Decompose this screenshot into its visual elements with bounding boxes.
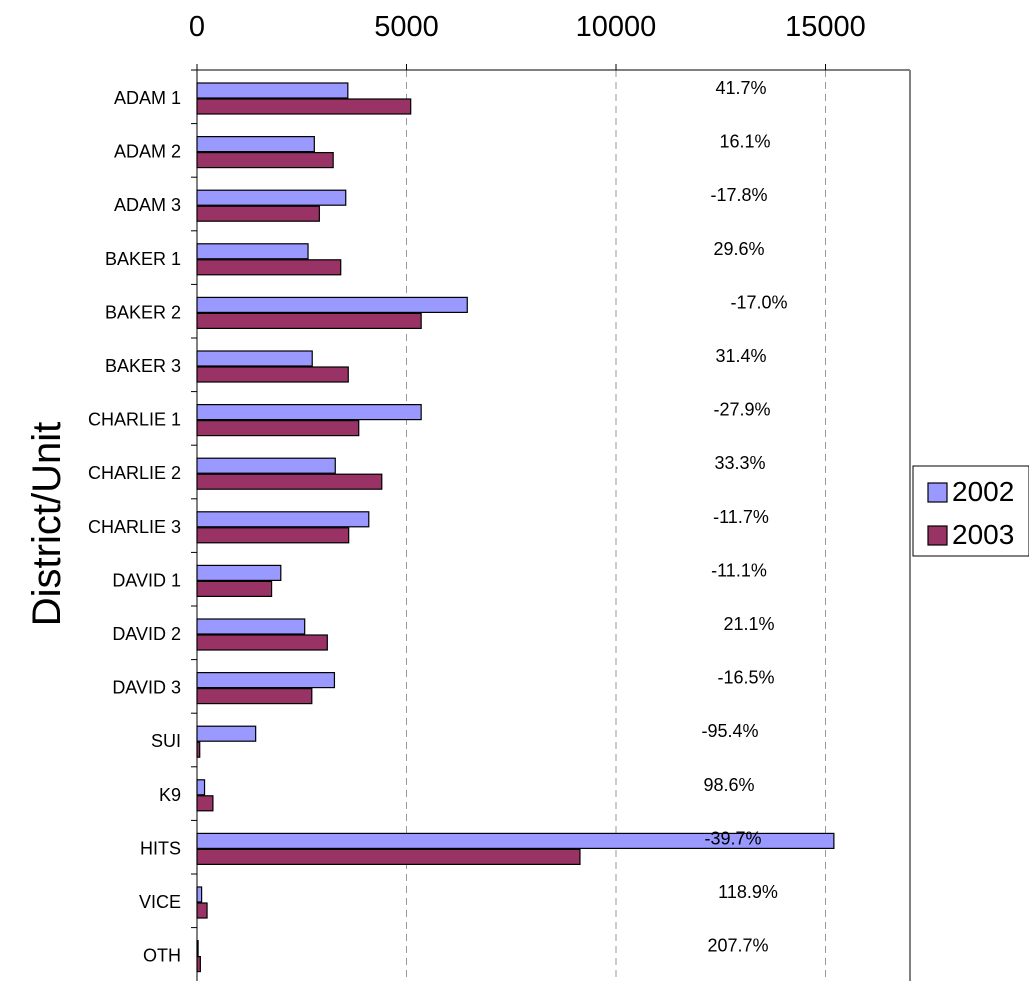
bar-2002-charlie-3	[196, 511, 370, 528]
category-label: DAVID 2	[112, 624, 181, 644]
x-tick-label: 10000	[576, 11, 657, 43]
bar-2002-adam-1	[196, 82, 349, 99]
bar-2002-david-3	[196, 671, 336, 689]
percent-change-label: 33.3%	[714, 453, 765, 473]
bar-2003-baker-1	[196, 259, 342, 276]
category-label: VICE	[139, 892, 181, 912]
bar-2002-charlie-1	[196, 404, 422, 421]
percent-change-label: -95.4%	[701, 721, 758, 741]
category-label: K9	[159, 785, 181, 805]
bar-2002-baker-3	[196, 350, 313, 367]
bar-2003-sui	[196, 741, 201, 758]
category-label: DAVID 3	[112, 678, 181, 698]
percent-change-label: 118.9%	[718, 882, 778, 902]
percent-change-label: 207.7%	[707, 936, 768, 956]
bar-2002-hits	[196, 832, 835, 850]
legend-swatch	[927, 482, 948, 503]
bar-2003-charlie-1	[196, 420, 360, 437]
bar-2003-k9	[196, 795, 214, 812]
bar-2003-oth	[196, 955, 201, 973]
category-label: ADAM 2	[114, 142, 181, 162]
percent-change-label: 98.6%	[703, 775, 754, 795]
bars	[196, 82, 835, 973]
legend: 2002 2003	[912, 465, 1029, 557]
category-label: HITS	[140, 838, 181, 858]
bar-2002-adam-2	[196, 136, 315, 153]
category-label: BAKER 3	[105, 356, 181, 376]
category-label: ADAM 1	[114, 88, 181, 108]
bar-2002-adam-3	[196, 189, 347, 206]
x-tick-label: 15000	[785, 11, 866, 43]
percent-change-label: 41.7%	[715, 78, 766, 98]
bar-2003-adam-2	[196, 152, 334, 169]
bar-2003-david-3	[196, 687, 313, 705]
bar-2003-charlie-3	[196, 527, 350, 544]
category-label: DAVID 1	[112, 570, 181, 590]
category-label: CHARLIE 2	[88, 463, 181, 483]
x-tick-label: 5000	[374, 11, 439, 43]
category-labels: ADAM 1 ADAM 2 ADAM 3 BAKER 1 BAKER 2 BAKER 3 C…	[88, 69, 197, 966]
percent-change-label: 31.4%	[715, 346, 766, 366]
legend-label: 2002	[952, 476, 1014, 507]
bar-2002-k9	[196, 779, 206, 796]
category-label: CHARLIE 1	[88, 410, 181, 430]
percent-change-label: -11.7%	[713, 507, 769, 527]
category-label: OTH	[143, 946, 181, 966]
bar-2003-adam-1	[196, 98, 412, 115]
bar-2002-baker-1	[196, 243, 309, 260]
category-label: BAKER 1	[105, 249, 181, 269]
percent-change-label: -16.5%	[717, 668, 774, 688]
percent-change-label: -17.8%	[710, 185, 767, 205]
bar-2003-david-2	[196, 634, 328, 651]
bar-2002-david-2	[196, 618, 306, 635]
percent-change-label: 21.1%	[723, 614, 774, 634]
legend-swatch	[927, 525, 948, 546]
category-label: BAKER 2	[105, 302, 181, 322]
bar-2003-david-1	[196, 580, 273, 598]
bar-2003-hits	[196, 848, 581, 866]
bar-2002-sui	[196, 725, 257, 742]
y-axis-title: District/Unit	[25, 422, 69, 626]
percent-change-label: -17.0%	[730, 292, 787, 312]
bar-2003-baker-2	[196, 312, 422, 329]
bar-2003-charlie-2	[196, 473, 383, 490]
legend-label: 2003	[952, 519, 1014, 550]
bar-2003-adam-3	[196, 205, 320, 222]
bar-2002-oth	[196, 939, 199, 957]
bar-2003-baker-3	[196, 366, 349, 383]
percent-annotations: 41.7% 16.1% -17.8% 29.6% -17.0% 31.4% -27.9% 33…	[701, 78, 787, 956]
percent-change-label: 29.6%	[713, 239, 764, 259]
bar-2002-baker-2	[196, 296, 468, 313]
x-axis-ticks: 0 5000 10000 15000	[189, 11, 866, 70]
category-label: ADAM 3	[114, 195, 181, 215]
gridlines	[406, 70, 826, 981]
bar-2002-vice	[196, 886, 203, 903]
percent-change-label: -39.7%	[704, 828, 761, 848]
percent-change-label: 16.1%	[719, 132, 770, 152]
bar-2002-charlie-2	[196, 457, 336, 474]
bar-2002-david-1	[196, 564, 282, 582]
bar-2003-vice	[196, 902, 208, 919]
x-tick-label: 0	[189, 11, 205, 43]
percent-change-label: -11.1%	[711, 560, 767, 580]
category-label: SUI	[151, 731, 181, 751]
percent-change-label: -27.9%	[713, 400, 770, 420]
category-label: CHARLIE 3	[88, 517, 181, 537]
